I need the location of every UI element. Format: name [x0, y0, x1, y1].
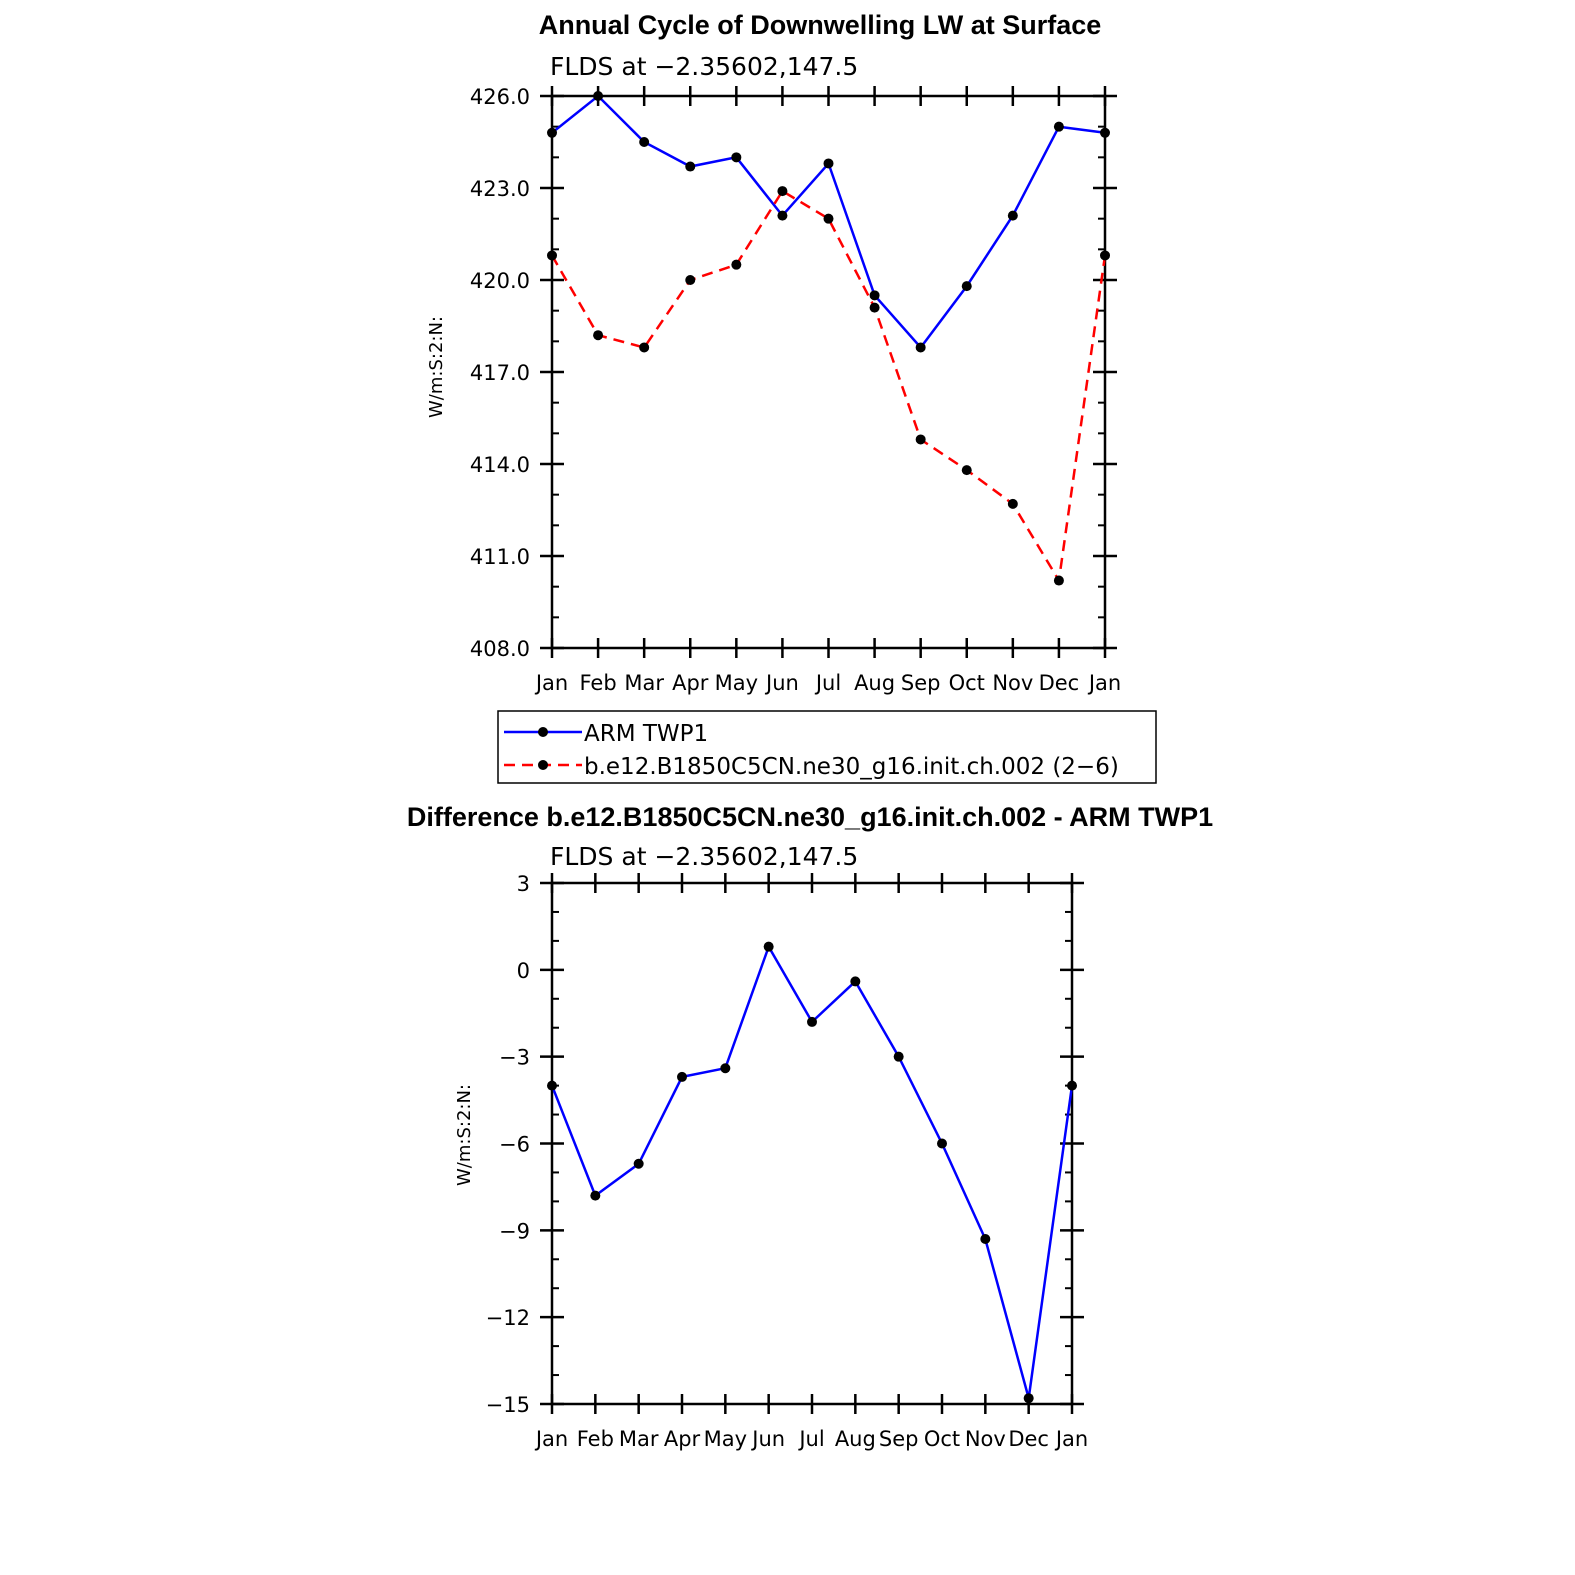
- bottom-chart-subtitle: FLDS at −2.35602,147.5: [550, 842, 858, 871]
- bottom-chart-xtick-label: May: [704, 1427, 747, 1451]
- top-chart-subtitle: FLDS at −2.35602,147.5: [550, 52, 858, 81]
- bottom-chart-xtick-label: Jun: [750, 1427, 785, 1451]
- top-chart-series-1-point: [639, 342, 650, 353]
- bottom-chart-series-0-point: [807, 1016, 817, 1027]
- top-chart-series-0-point: [777, 210, 788, 221]
- top-chart-ytick-label: 417.0: [470, 361, 530, 385]
- top-chart-xtick-label: Sep: [901, 671, 941, 695]
- top-chart-ytick-label: 420.0: [470, 269, 530, 293]
- top-chart-series-1-point: [823, 213, 834, 224]
- bottom-chart-series-0-point: [1023, 1393, 1034, 1404]
- top-chart-xtick-label: Mar: [624, 671, 664, 695]
- bottom-chart-series-0-point: [763, 941, 774, 952]
- bottom-chart-title: Difference b.e12.B1850C5CN.ne30_g16.init…: [407, 802, 1213, 832]
- bottom-chart-series-0-point: [720, 1063, 731, 1074]
- top-chart-xtick-label: Dec: [1039, 671, 1080, 695]
- top-chart-series-0-point: [961, 281, 972, 292]
- bottom-chart-ylabel: W/m:S:2:N:: [454, 1084, 475, 1186]
- top-chart-xtick-label: Apr: [672, 671, 709, 695]
- top-chart-ytick-label: 414.0: [470, 453, 530, 477]
- top-chart-series-1-point: [961, 465, 972, 476]
- bottom-chart-xtick-label: Nov: [965, 1427, 1006, 1451]
- top-chart-frame: [550, 94, 1107, 650]
- bottom-chart-xtick-label: Jan: [1054, 1427, 1088, 1451]
- bottom-chart-ytick-label: 0: [517, 959, 530, 983]
- top-chart-xtick-label: Jul: [814, 671, 841, 695]
- top-chart-series-line-1: [550, 189, 1107, 585]
- top-chart-xtick-label: Jun: [764, 671, 799, 695]
- bottom-chart-ytick-label: −3: [499, 1046, 530, 1070]
- bottom-chart-series-0-point: [980, 1234, 991, 1245]
- legend-model-label: b.e12.B1850C5CN.ne30_g16.init.ch.002 (2−…: [584, 754, 1119, 780]
- bottom-chart-xtick-label: Oct: [924, 1427, 960, 1451]
- top-chart-title: Annual Cycle of Downwelling LW at Surfac…: [539, 10, 1102, 40]
- top-chart-ytick-label: 408.0: [470, 637, 530, 661]
- top-chart-series-0-point: [639, 137, 650, 147]
- top-chart-series-1-point: [1007, 498, 1018, 509]
- bottom-chart-xtick-label: Jan: [534, 1427, 568, 1451]
- top-chart-series-0-point: [1007, 210, 1018, 221]
- top-chart-ytick-label: 426.0: [470, 85, 530, 109]
- bottom-chart-ytick-label: −6: [499, 1133, 530, 1157]
- bottom-chart-xtick-label: Feb: [577, 1427, 614, 1451]
- top-chart-series-0-point: [685, 161, 696, 172]
- bottom-chart-series-0-point: [590, 1190, 601, 1201]
- bottom-chart-series-0-point: [547, 1080, 557, 1091]
- bottom-chart-ytick-label: −12: [486, 1306, 530, 1330]
- legend-obs-label: ARM TWP1: [584, 721, 708, 747]
- bottom-chart-series-0-point: [893, 1051, 904, 1062]
- top-plot-area: Jan Feb Mar Apr May Jun Jul Aug Sep Oct Nov Dec Jan4…: [470, 85, 1121, 695]
- top-chart-series-0-point: [823, 158, 834, 169]
- top-chart-series-1-point: [685, 275, 696, 285]
- top-chart-xtick-label: Feb: [579, 671, 616, 695]
- top-chart-xtick-label: Aug: [854, 671, 895, 695]
- top-chart-ytick-label: 423.0: [470, 177, 530, 201]
- top-chart-series-0-point: [731, 152, 742, 163]
- top-chart-series-0-point: [593, 91, 604, 101]
- legend: ARM TWP1 b.e12.B1850C5CN.ne30_g16.init.c…: [497, 710, 1157, 784]
- bottom-chart-series-0-point: [1067, 1080, 1077, 1091]
- top-chart-series-1-point: [915, 434, 926, 445]
- top-chart-series-0-point: [547, 127, 557, 138]
- top-chart-xtick-label: Jan: [1087, 671, 1121, 695]
- top-chart-xtick-label: May: [715, 671, 758, 695]
- top-chart-series-0-point: [1053, 121, 1064, 132]
- top-chart-series-1-point: [731, 259, 742, 270]
- top-chart-xtick-label: Jan: [534, 671, 568, 695]
- top-chart-series-0-point: [915, 342, 926, 353]
- legend-box: [497, 710, 1157, 784]
- bottom-chart-series-0-point: [850, 976, 861, 987]
- bottom-chart-xtick-label: Apr: [664, 1427, 701, 1451]
- bottom-chart-ytick-label: −15: [486, 1393, 530, 1417]
- legend-model-marker: [538, 760, 548, 770]
- bottom-chart-frame: [550, 881, 1074, 1406]
- top-chart-xtick-label: Nov: [992, 671, 1033, 695]
- bottom-chart-xtick-label: Sep: [879, 1427, 919, 1451]
- bottom-plot-area: Jan Feb Mar Apr May Jun Jul Aug Sep Oct Nov Dec Jan3…: [486, 872, 1089, 1451]
- top-chart-series-0-point: [869, 290, 880, 301]
- bottom-chart-series-line-0: [550, 943, 1074, 1399]
- bottom-chart-ytick-label: 3: [517, 872, 530, 896]
- top-chart-ytick-label: 411.0: [470, 545, 530, 569]
- top-chart-series-1-point: [1053, 575, 1064, 586]
- top-chart-series-1-point: [777, 186, 788, 197]
- bottom-chart-xtick-label: Jul: [797, 1427, 824, 1451]
- top-chart-xtick-label: Oct: [949, 671, 985, 695]
- bottom-chart-xtick-label: Aug: [835, 1427, 876, 1451]
- top-chart-ylabel: W/m:S:2:N:: [426, 316, 447, 418]
- top-chart-series-1-point: [869, 302, 880, 313]
- bottom-chart-xtick-label: Mar: [619, 1427, 659, 1451]
- top-chart-series-1-point: [547, 250, 557, 261]
- bottom-chart-series-0-point: [633, 1158, 644, 1169]
- bottom-chart-xtick-label: Dec: [1008, 1427, 1049, 1451]
- top-chart-series-1-point: [593, 330, 604, 341]
- top-chart-series-0-point: [1100, 127, 1110, 138]
- bottom-chart-series-0-point: [677, 1071, 687, 1082]
- legend-obs-marker: [538, 727, 548, 737]
- bottom-chart-series-0-point: [937, 1138, 947, 1149]
- bottom-chart-ytick-label: −9: [499, 1219, 530, 1243]
- top-chart-series-1-point: [1100, 250, 1110, 261]
